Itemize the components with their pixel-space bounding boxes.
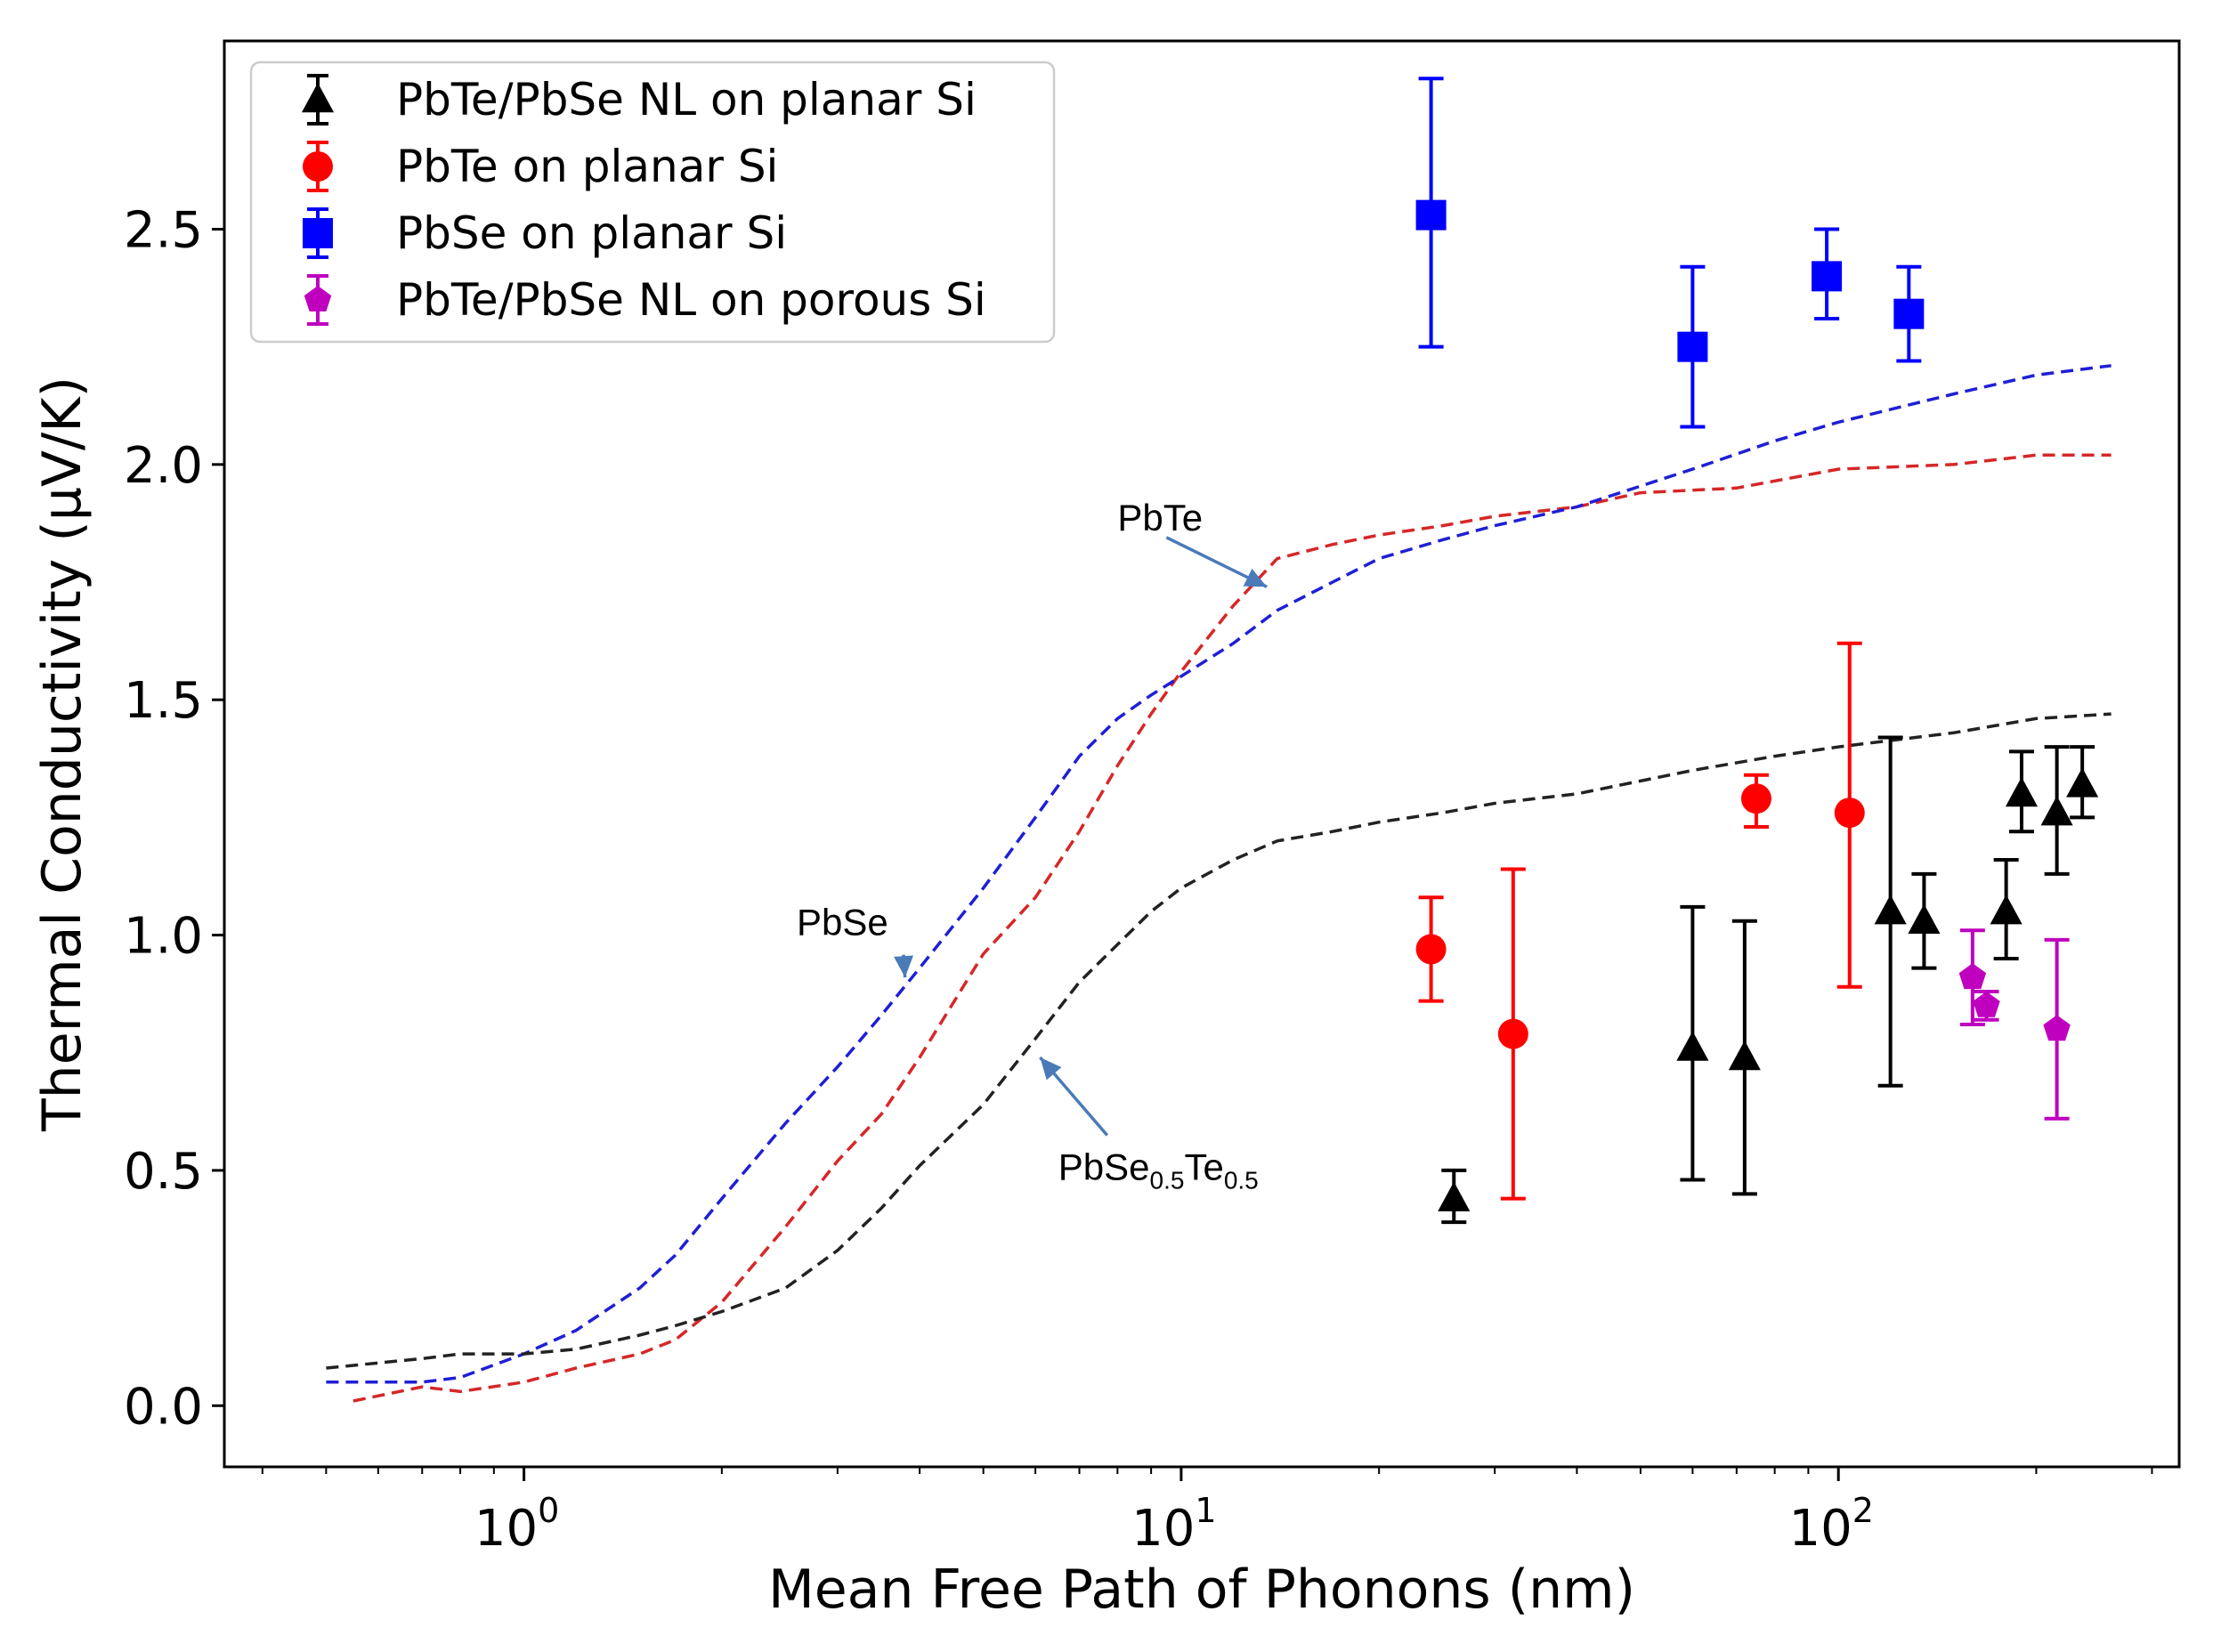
x-tick-label: 102	[1788, 1491, 1873, 1558]
series-1	[1415, 641, 1865, 1201]
series-2	[1415, 77, 1925, 429]
annotation-label: PbSe	[797, 902, 888, 943]
x-axis-label: Mean Free Path of Phonons (nm)	[768, 1559, 1635, 1621]
data-point	[1958, 963, 1987, 990]
data-point	[2043, 1015, 2071, 1041]
data-point	[1438, 1181, 1471, 1211]
data-point	[1677, 331, 1708, 362]
x-tick-label: 100	[474, 1491, 559, 1558]
annotation-arrow-head	[894, 955, 914, 978]
annotation-label: PbSe0.5Te0.5	[1058, 1146, 1259, 1194]
legend-marker	[303, 151, 333, 182]
data-point	[1415, 934, 1447, 965]
y-tick-label: 2.5	[124, 201, 203, 259]
data-point	[1740, 783, 1771, 814]
data-point	[1415, 199, 1447, 231]
legend: PbTe/PbSe NL on planar Si PbTe on planar …	[249, 61, 1056, 344]
points-layer	[1415, 77, 2099, 1225]
legend-entry-2: PbSe on planar Si	[303, 207, 787, 259]
data-point	[2066, 767, 2099, 798]
legend-label: PbTe on planar Si	[396, 141, 778, 192]
y-tick-label: 1.0	[124, 908, 203, 966]
y-tick-label: 0.5	[124, 1143, 203, 1201]
data-point	[1728, 1041, 1761, 1071]
y-tick-label: 0.0	[124, 1378, 203, 1436]
curve-0	[353, 453, 2112, 1403]
plot-frame	[223, 39, 2181, 1469]
data-point	[2005, 776, 2039, 807]
series-3	[1958, 928, 2071, 1121]
y-tick-label: 1.5	[124, 672, 203, 730]
annotations-layer: PbTe PbSe PbSe0.5Te0.5	[797, 497, 1268, 1194]
legend-marker	[303, 218, 333, 248]
x-tick-label: 101	[1131, 1491, 1216, 1558]
legend-marker	[301, 83, 335, 113]
legend-marker	[304, 286, 332, 312]
y-tick-label: 2.0	[124, 437, 203, 495]
legend-box	[249, 61, 1056, 344]
legend-label: PbSe on planar Si	[396, 207, 787, 259]
curve-1	[326, 364, 2112, 1384]
legend-entry-1: PbTe on planar Si	[303, 141, 778, 192]
annotation-arrow-head	[1243, 568, 1268, 587]
data-point	[1908, 903, 1941, 934]
legend-label: PbTe/PbSe NL on porous Si	[396, 274, 986, 326]
legend-entry-0: PbTe/PbSe NL on planar Si	[301, 74, 977, 126]
data-point	[1874, 895, 1907, 925]
curve-2	[326, 712, 2112, 1370]
data-point	[1497, 1018, 1528, 1049]
ticks-layer: 0.0 0.5 1.0 1.5 2.0 2.5 100 101 102	[124, 201, 2153, 1558]
legend-entry-3: PbTe/PbSe NL on porous Si	[304, 274, 986, 326]
data-point	[2040, 796, 2073, 826]
curves-layer	[326, 364, 2112, 1403]
annotation-label: PbTe	[1117, 497, 1203, 539]
data-point	[1834, 798, 1865, 829]
data-point	[1973, 991, 2000, 1017]
y-axis-label: Thermal Conductivity (µV/K)	[31, 377, 93, 1132]
data-point	[1812, 261, 1843, 292]
data-point	[1676, 1031, 1709, 1061]
annotation-arrow-head	[1040, 1057, 1062, 1081]
legend-label: PbTe/PbSe NL on planar Si	[396, 74, 977, 126]
series-0	[1438, 735, 2099, 1225]
data-point	[1893, 298, 1925, 329]
data-point	[1990, 895, 2023, 925]
